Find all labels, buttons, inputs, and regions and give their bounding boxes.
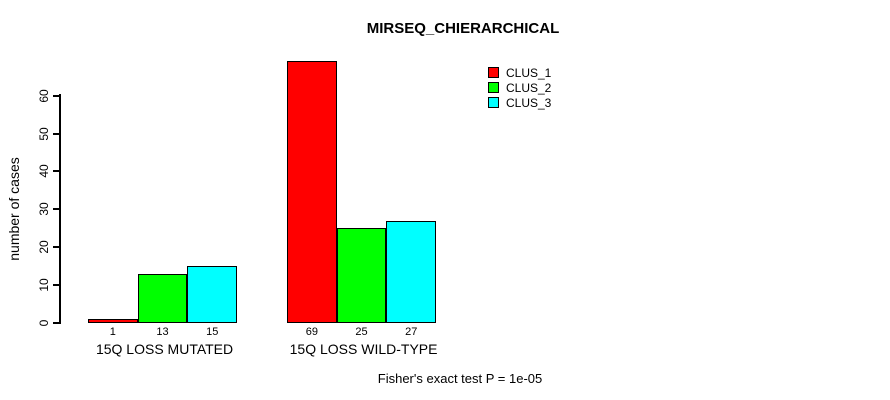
bar-value-label: 69 — [305, 326, 318, 338]
y-tick — [53, 208, 60, 211]
y-tick-label: 0 — [37, 319, 51, 327]
y-tick — [53, 246, 60, 249]
category-label: 15Q LOSS MUTATED — [95, 341, 234, 357]
legend-swatch — [488, 97, 499, 108]
bar-clus_1-group2 — [287, 61, 337, 323]
bar-clus_2-group2 — [336, 228, 387, 323]
chart-title: MIRSEQ_CHIERARCHICAL — [366, 20, 560, 37]
bar-value-label: 25 — [355, 326, 368, 338]
category-label: 15Q LOSS WILD-TYPE — [289, 341, 438, 357]
legend-item-clus_3: CLUS_3 — [488, 95, 551, 110]
y-tick — [53, 284, 60, 287]
y-tick-label: 50 — [37, 126, 51, 141]
legend-item-clus_2: CLUS_2 — [488, 80, 551, 95]
fisher-caption: Fisher's exact test P = 1e-05 — [377, 371, 543, 386]
legend: CLUS_1 CLUS_2 CLUS_3 — [488, 65, 551, 110]
y-tick-label: 40 — [37, 164, 51, 179]
bar-clus_2-group1 — [137, 273, 188, 323]
y-tick-label: 20 — [37, 240, 51, 254]
legend-item-clus_1: CLUS_1 — [488, 65, 551, 80]
bar-value-label: 13 — [156, 326, 169, 338]
y-tick — [53, 132, 60, 135]
y-tick — [53, 170, 60, 173]
bar-value-label: 15 — [206, 326, 219, 338]
legend-swatch — [488, 67, 499, 78]
bar-clus_3-group2 — [386, 220, 437, 323]
y-tick — [53, 322, 60, 324]
legend-label: CLUS_3 — [506, 95, 552, 110]
legend-label: CLUS_1 — [506, 65, 552, 80]
bar-value-label: 27 — [405, 326, 418, 338]
y-tick — [53, 94, 60, 97]
y-tick-label: 10 — [37, 278, 51, 292]
legend-label: CLUS_2 — [506, 80, 552, 95]
legend-swatch — [488, 82, 499, 93]
bar-clus_1-group1 — [88, 319, 138, 323]
y-tick-label: 60 — [37, 88, 51, 103]
y-tick-label: 30 — [37, 202, 51, 216]
y-axis-line — [59, 94, 61, 324]
bar-clus_3-group1 — [187, 266, 238, 323]
bar-value-label: 1 — [109, 326, 116, 338]
